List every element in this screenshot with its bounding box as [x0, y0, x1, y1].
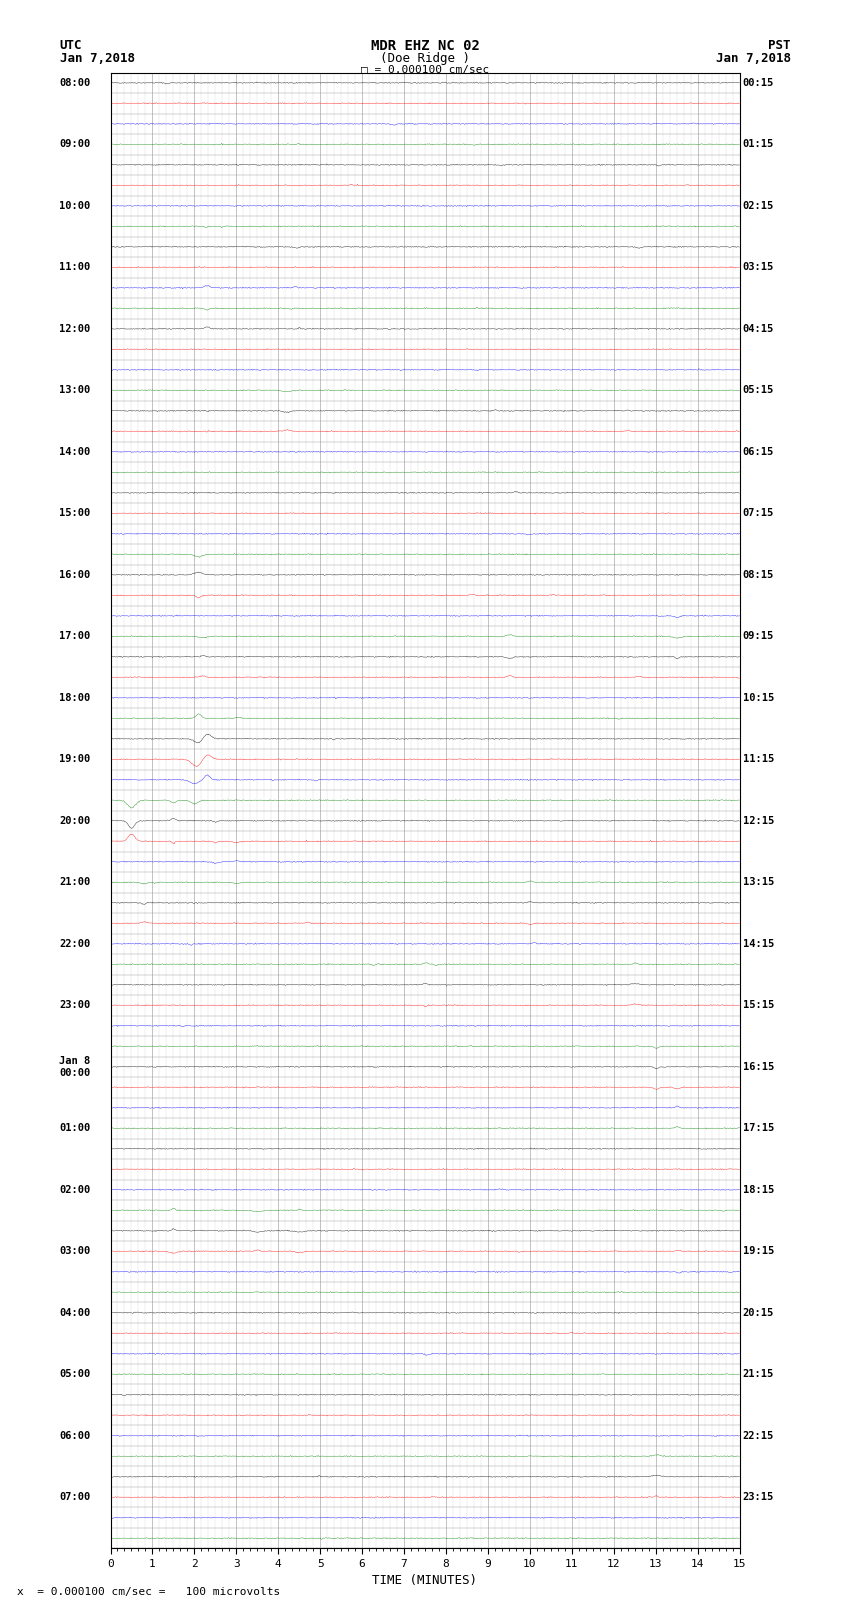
Text: 17:15: 17:15 — [743, 1123, 774, 1134]
Text: □ = 0.000100 cm/sec: □ = 0.000100 cm/sec — [361, 65, 489, 74]
Text: 10:00: 10:00 — [60, 202, 90, 211]
Text: 08:00: 08:00 — [60, 77, 90, 87]
Text: 03:15: 03:15 — [743, 263, 774, 273]
X-axis label: TIME (MINUTES): TIME (MINUTES) — [372, 1574, 478, 1587]
Text: 11:00: 11:00 — [60, 263, 90, 273]
Text: 18:15: 18:15 — [743, 1186, 774, 1195]
Text: 00:15: 00:15 — [743, 77, 774, 87]
Text: (Doe Ridge ): (Doe Ridge ) — [380, 52, 470, 65]
Text: 11:15: 11:15 — [743, 755, 774, 765]
Text: 22:15: 22:15 — [743, 1431, 774, 1440]
Text: 05:00: 05:00 — [60, 1369, 90, 1379]
Text: Jan 7,2018: Jan 7,2018 — [716, 52, 790, 65]
Text: 14:15: 14:15 — [743, 939, 774, 948]
Text: Jan 8
00:00: Jan 8 00:00 — [60, 1057, 90, 1077]
Text: 09:15: 09:15 — [743, 631, 774, 642]
Text: 20:15: 20:15 — [743, 1308, 774, 1318]
Text: 21:00: 21:00 — [60, 877, 90, 887]
Text: 15:00: 15:00 — [60, 508, 90, 518]
Text: 02:15: 02:15 — [743, 202, 774, 211]
Text: 23:15: 23:15 — [743, 1492, 774, 1502]
Text: 16:00: 16:00 — [60, 569, 90, 579]
Text: 12:15: 12:15 — [743, 816, 774, 826]
Text: 06:15: 06:15 — [743, 447, 774, 456]
Text: Jan 7,2018: Jan 7,2018 — [60, 52, 134, 65]
Text: UTC: UTC — [60, 39, 82, 52]
Text: x  = 0.000100 cm/sec =   100 microvolts: x = 0.000100 cm/sec = 100 microvolts — [17, 1587, 280, 1597]
Text: 16:15: 16:15 — [743, 1061, 774, 1071]
Text: 01:00: 01:00 — [60, 1123, 90, 1134]
Text: 08:15: 08:15 — [743, 569, 774, 579]
Text: 10:15: 10:15 — [743, 694, 774, 703]
Text: 20:00: 20:00 — [60, 816, 90, 826]
Text: 04:00: 04:00 — [60, 1308, 90, 1318]
Text: 23:00: 23:00 — [60, 1000, 90, 1010]
Text: 14:00: 14:00 — [60, 447, 90, 456]
Text: 07:15: 07:15 — [743, 508, 774, 518]
Text: 02:00: 02:00 — [60, 1186, 90, 1195]
Text: 06:00: 06:00 — [60, 1431, 90, 1440]
Text: PST: PST — [768, 39, 790, 52]
Text: 21:15: 21:15 — [743, 1369, 774, 1379]
Text: 15:15: 15:15 — [743, 1000, 774, 1010]
Text: 18:00: 18:00 — [60, 694, 90, 703]
Text: MDR EHZ NC 02: MDR EHZ NC 02 — [371, 39, 479, 53]
Text: 05:15: 05:15 — [743, 386, 774, 395]
Text: 09:00: 09:00 — [60, 139, 90, 150]
Text: 01:15: 01:15 — [743, 139, 774, 150]
Text: 19:00: 19:00 — [60, 755, 90, 765]
Text: 13:15: 13:15 — [743, 877, 774, 887]
Text: 12:00: 12:00 — [60, 324, 90, 334]
Text: 04:15: 04:15 — [743, 324, 774, 334]
Text: 07:00: 07:00 — [60, 1492, 90, 1502]
Text: 13:00: 13:00 — [60, 386, 90, 395]
Text: 22:00: 22:00 — [60, 939, 90, 948]
Text: 17:00: 17:00 — [60, 631, 90, 642]
Text: 03:00: 03:00 — [60, 1247, 90, 1257]
Text: 19:15: 19:15 — [743, 1247, 774, 1257]
